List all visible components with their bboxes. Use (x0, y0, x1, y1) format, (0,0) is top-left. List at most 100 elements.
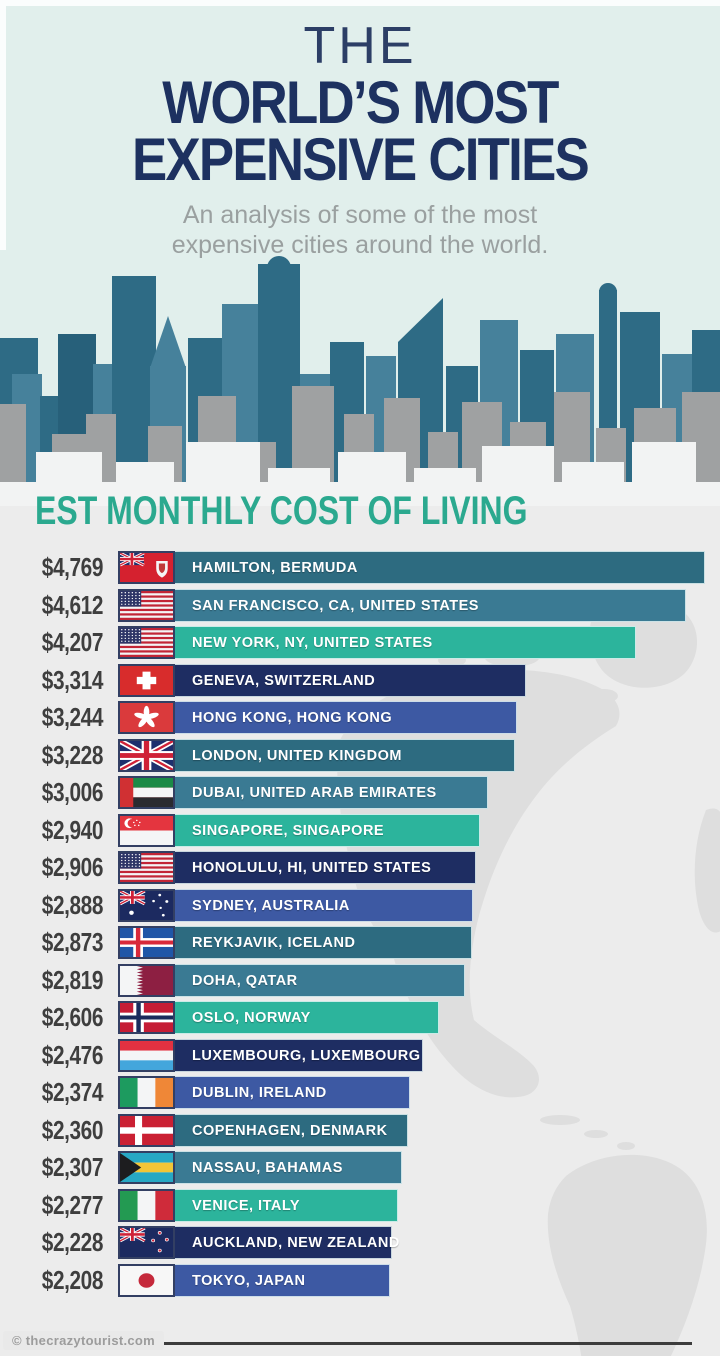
uae-flag-icon (118, 776, 175, 809)
ireland-flag-icon (118, 1076, 175, 1109)
usa-flag-icon (118, 588, 175, 622)
cost-bar (118, 813, 480, 847)
price-label: $2,940 (41, 814, 104, 845)
iceland-flag-icon (118, 926, 175, 959)
price-label: $2,873 (41, 927, 104, 957)
cost-row: $2,228 AUCKLAND, NEW ZEALAND (0, 1226, 720, 1259)
cost-row: $2,606 OSLO, NORWAY (0, 1001, 720, 1034)
price-label: $4,207 (41, 627, 104, 657)
subtitle-line-2: expensive cities around the world. (171, 231, 549, 259)
city-label: SYDNEY, AUSTRALIA (192, 897, 350, 914)
city-label: REYKJAVIK, ICELAND (192, 935, 356, 951)
cost-bar (118, 888, 473, 922)
cost-row: $2,940 SINGAPORE, SINGAPORE (0, 813, 720, 847)
title-the: THE (303, 17, 417, 75)
price-label: $2,307 (41, 1152, 104, 1182)
header: THE WORLD’S MOST EXPENSIVE CITIES An ana… (0, 18, 720, 260)
city-label: SAN FRANCISCO, CA, UNITED STATES (192, 597, 479, 614)
city-label: HONOLULU, HI, UNITED STATES (192, 860, 432, 876)
price-label: $3,228 (41, 739, 104, 770)
title-line-expensive-cities: EXPENSIVE CITIES (131, 126, 590, 193)
section-heading: EST MONTHLY COST OF LIVING (35, 489, 528, 533)
cost-bar (118, 926, 472, 959)
cost-row: $2,873 REYKJAVIK, ICELAND (0, 926, 720, 959)
cost-row: $2,906 HONOLULU, HI, UNITED STATES (0, 851, 720, 884)
japan-flag-icon (118, 1263, 175, 1297)
city-label: DUBLIN, IRELAND (192, 1085, 327, 1101)
city-label: HONG KONG, HONG KONG (192, 710, 393, 726)
cost-bar (118, 963, 465, 997)
city-skyline-graphic (0, 256, 720, 506)
cost-row: $4,207 NEW YORK, NY, UNITED STATES (0, 626, 720, 659)
city-label: OSLO, NORWAY (192, 1010, 311, 1026)
bermuda-flag-icon (118, 551, 175, 584)
price-label: $2,228 (41, 1227, 104, 1257)
cost-bar (118, 776, 488, 809)
price-label: $3,244 (41, 702, 104, 732)
newzealand-flag-icon (118, 1226, 175, 1259)
qatar-flag-icon (118, 963, 175, 997)
cost-row: $2,307 NASSAU, BAHAMAS (0, 1151, 720, 1184)
top-border (0, 0, 720, 6)
cost-bar (118, 738, 515, 772)
cost-bar (118, 626, 636, 659)
usa-flag-icon (118, 626, 175, 659)
cost-row: $3,314 GENEVA, SWITZERLAND (0, 663, 720, 697)
price-label: $2,888 (41, 889, 104, 920)
city-label: NASSAU, BAHAMAS (192, 1160, 343, 1176)
cost-row: $4,612 SAN FRANCISCO, CA, UNITED STATES (0, 588, 720, 622)
city-label: HAMILTON, BERMUDA (192, 560, 358, 576)
price-label: $4,612 (41, 589, 104, 620)
denmark-flag-icon (118, 1113, 175, 1147)
hongkong-flag-icon (118, 701, 175, 734)
city-label: GENEVA, SWITZERLAND (192, 672, 376, 689)
cost-row: $2,374 DUBLIN, IRELAND (0, 1076, 720, 1109)
cost-row: $2,476 LUXEMBOURG, LUXEMBOURG (0, 1038, 720, 1072)
cost-row: $3,006 DUBAI, UNITED ARAB EMIRATES (0, 776, 720, 809)
norway-flag-icon (118, 1001, 175, 1034)
price-label: $4,769 (41, 552, 104, 582)
italy-flag-icon (118, 1188, 175, 1222)
cost-row: $2,208 TOKYO, JAPAN (0, 1263, 720, 1297)
cost-row: $4,769 HAMILTON, BERMUDA (0, 551, 720, 584)
price-label: $2,476 (41, 1039, 104, 1070)
city-label: AUCKLAND, NEW ZEALAND (192, 1235, 400, 1251)
cost-bar (118, 588, 686, 622)
price-label: $2,906 (41, 852, 104, 882)
cost-row: $3,228 LONDON, UNITED KINGDOM (0, 738, 720, 772)
switzerland-flag-icon (118, 663, 175, 697)
subtitle-line-1: An analysis of some of the most (182, 201, 538, 229)
price-label: $2,374 (41, 1077, 104, 1107)
price-label: $3,314 (41, 664, 104, 695)
city-label: DUBAI, UNITED ARAB EMIRATES (192, 785, 437, 801)
cost-of-living-bars: $4,769 HAMILTON, BERMUDA $4,612 SAN FRANCIS… (0, 551, 720, 1301)
australia-flag-icon (118, 888, 175, 922)
uk-flag-icon (118, 738, 175, 772)
cost-bar (118, 663, 526, 697)
city-label: LUXEMBOURG, LUXEMBOURG (192, 1047, 421, 1064)
city-label: SINGAPORE, SINGAPORE (192, 822, 385, 839)
cost-row: $2,888 SYDNEY, AUSTRALIA (0, 888, 720, 922)
city-label: NEW YORK, NY, UNITED STATES (192, 635, 433, 651)
cost-row: $2,360 COPENHAGEN, DENMARK (0, 1113, 720, 1147)
price-label: $2,277 (41, 1189, 104, 1220)
cost-row: $3,244 HONG KONG, HONG KONG (0, 701, 720, 734)
cost-row: $2,277 VENICE, ITALY (0, 1188, 720, 1222)
footer-divider-line (30, 1342, 692, 1345)
city-label: TOKYO, JAPAN (192, 1272, 306, 1289)
cost-bar (118, 551, 705, 584)
city-label: LONDON, UNITED KINGDOM (192, 747, 402, 764)
title-line-worlds-most: WORLD’S MOST (162, 69, 559, 136)
watermark-credit: © thecrazytourist.com (3, 1331, 165, 1350)
cost-row: $2,819 DOHA, QATAR (0, 963, 720, 997)
usa-flag-icon (118, 851, 175, 884)
price-label: $2,819 (41, 964, 104, 995)
bahamas-flag-icon (118, 1151, 175, 1184)
left-border (0, 0, 6, 250)
luxembourg-flag-icon (118, 1038, 175, 1072)
city-label: DOHA, QATAR (192, 972, 298, 989)
subtitle: An analysis of some of the most expensiv… (0, 200, 720, 260)
singapore-flag-icon (118, 813, 175, 847)
city-label: VENICE, ITALY (192, 1197, 301, 1214)
